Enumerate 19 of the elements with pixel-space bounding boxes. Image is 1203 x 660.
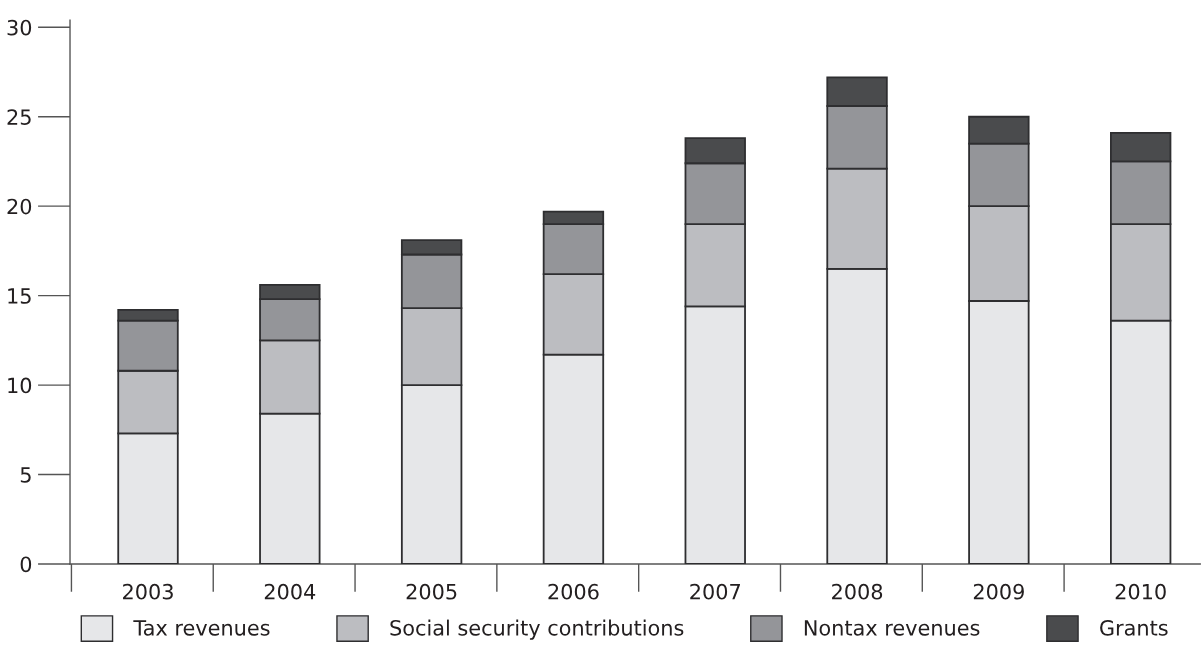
legend-label: Social security contributions: [390, 619, 684, 640]
y-tick-label: 10: [8, 377, 32, 394]
x-tick-label: 2010: [1115, 583, 1166, 600]
x-tick-label: 2009: [973, 583, 1024, 600]
y-tick-label: 20: [7, 198, 32, 215]
y-tick-label: 25: [7, 109, 31, 125]
x-tick-label: 2005: [406, 583, 457, 600]
x-tick-label: 2007: [690, 583, 740, 600]
x-tick-label: 2008: [832, 583, 883, 600]
legend-label: Grants: [1100, 619, 1168, 636]
y-tick-label: 0: [20, 556, 32, 573]
x-tick-label: 2003: [123, 583, 173, 600]
y-tick-label: 5: [20, 467, 31, 483]
x-tick-label: 2004: [264, 583, 316, 600]
legend-label: Nontax revenues: [804, 620, 980, 636]
y-tick-label: 30: [7, 19, 32, 36]
y-tick-label: 15: [8, 288, 31, 304]
legend-label: Tax revenues: [133, 620, 270, 636]
x-tick-label: 2006: [548, 583, 599, 600]
